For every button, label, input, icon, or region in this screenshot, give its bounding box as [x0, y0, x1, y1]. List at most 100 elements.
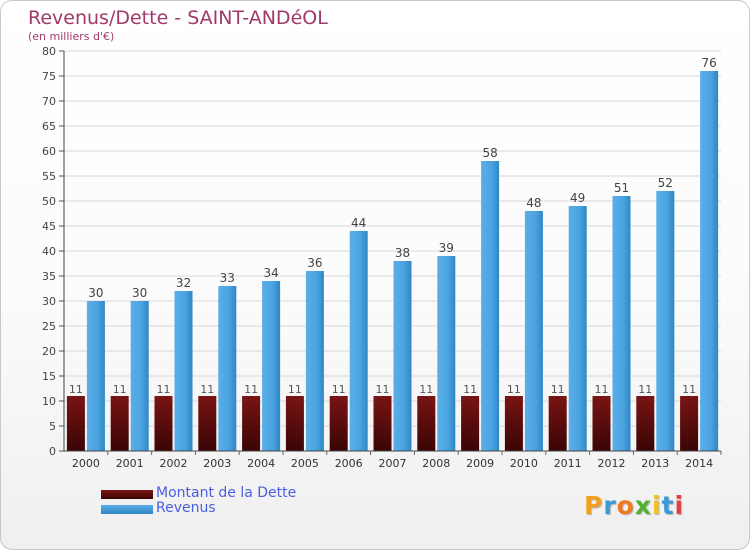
y-tick-label: 45 — [42, 220, 56, 233]
x-tick-label: 2004 — [247, 457, 275, 470]
debt-value-label: 11 — [419, 383, 433, 396]
debt-value-label: 11 — [288, 383, 302, 396]
revenue-value-label: 58 — [482, 146, 497, 160]
debt-bar — [373, 396, 392, 451]
y-tick-label: 75 — [42, 70, 56, 83]
y-tick-label: 50 — [42, 195, 56, 208]
revenue-bar — [568, 206, 587, 451]
x-tick-label: 2000 — [72, 457, 100, 470]
debt-bar — [680, 396, 699, 451]
debt-value-label: 11 — [244, 383, 258, 396]
revenue-bar — [524, 211, 543, 451]
logo-letter: o — [616, 491, 635, 520]
revenue-value-label: 49 — [570, 191, 585, 205]
x-tick-label: 2013 — [641, 457, 669, 470]
revenue-bar — [86, 301, 105, 451]
logo-letter: i — [674, 491, 685, 520]
debt-value-label: 11 — [113, 383, 127, 396]
revenue-bar — [130, 301, 149, 451]
logo-letter: r — [603, 491, 617, 520]
y-tick-label: 60 — [42, 145, 56, 158]
revenue-bar — [437, 256, 456, 451]
debt-bar — [329, 396, 348, 451]
y-tick-label: 10 — [42, 395, 56, 408]
revenue-bar — [612, 196, 631, 451]
revenue-value-label: 44 — [351, 216, 366, 230]
debt-bar — [285, 396, 304, 451]
x-tick-label: 2010 — [510, 457, 538, 470]
revenue-value-label: 38 — [395, 246, 410, 260]
y-tick-label: 0 — [49, 445, 56, 458]
x-tick-label: 2008 — [422, 457, 450, 470]
revenue-bar — [656, 191, 675, 451]
revenue-value-label: 34 — [263, 266, 278, 280]
y-tick-label: 20 — [42, 345, 56, 358]
x-tick-label: 2007 — [379, 457, 407, 470]
debt-value-label: 11 — [595, 383, 609, 396]
legend-swatch-revenue — [101, 505, 153, 514]
revenue-bar — [305, 271, 324, 451]
proxiti-logo: Proxiti — [584, 491, 684, 520]
y-tick-label: 65 — [42, 120, 56, 133]
x-tick-label: 2012 — [598, 457, 626, 470]
revenue-value-label: 30 — [88, 286, 103, 300]
x-tick-label: 2002 — [160, 457, 188, 470]
legend-label-revenue: Revenus — [156, 500, 216, 516]
y-tick-label: 80 — [42, 45, 56, 58]
debt-bar — [592, 396, 611, 451]
revenue-bar — [349, 231, 368, 451]
debt-value-label: 11 — [682, 383, 696, 396]
y-tick-label: 5 — [49, 420, 56, 433]
logo-letter: x — [634, 491, 652, 520]
chart-subtitle: (en milliers d'€) — [28, 30, 115, 43]
debt-bar — [417, 396, 436, 451]
y-tick-label: 25 — [42, 320, 56, 333]
revenue-value-label: 76 — [701, 56, 716, 70]
y-tick-label: 35 — [42, 270, 56, 283]
revenue-bar — [481, 161, 500, 451]
debt-value-label: 11 — [463, 383, 477, 396]
debt-value-label: 11 — [551, 383, 565, 396]
revenue-bar — [262, 281, 281, 451]
chart-title: Revenus/Dette - SAINT-ANDéOL — [28, 7, 328, 29]
legend-swatch-debt — [101, 490, 153, 499]
debt-bar — [504, 396, 523, 451]
revenue-value-label: 32 — [176, 276, 191, 290]
debt-value-label: 11 — [638, 383, 652, 396]
legend-label-debt: Montant de la Dette — [156, 485, 297, 501]
revenue-value-label: 52 — [658, 176, 673, 190]
x-tick-label: 2009 — [466, 457, 494, 470]
debt-bar — [461, 396, 480, 451]
logo-letter: i — [652, 491, 662, 520]
revenue-bar — [174, 291, 193, 451]
x-tick-label: 2003 — [203, 457, 231, 470]
debt-bar — [548, 396, 567, 451]
x-tick-label: 2014 — [685, 457, 713, 470]
revenue-value-label: 36 — [307, 256, 322, 270]
debt-bar — [636, 396, 655, 451]
revenue-value-label: 30 — [132, 286, 147, 300]
debt-bar — [154, 396, 173, 451]
y-tick-label: 40 — [42, 245, 56, 258]
debt-bar — [198, 396, 217, 451]
debt-value-label: 11 — [376, 383, 390, 396]
x-tick-label: 2011 — [554, 457, 582, 470]
debt-value-label: 11 — [332, 383, 346, 396]
x-tick-label: 2001 — [116, 457, 144, 470]
logo-letter: t — [661, 491, 675, 520]
debt-value-label: 11 — [157, 383, 171, 396]
debt-value-label: 11 — [69, 383, 83, 396]
revenue-bar — [393, 261, 412, 451]
revenue-bar — [700, 71, 719, 451]
debt-value-label: 11 — [507, 383, 521, 396]
revenue-bar — [218, 286, 237, 451]
y-tick-label: 30 — [42, 295, 56, 308]
debt-value-label: 11 — [200, 383, 214, 396]
revenue-value-label: 33 — [220, 271, 235, 285]
revenue-value-label: 51 — [614, 181, 629, 195]
revenue-value-label: 48 — [526, 196, 541, 210]
y-tick-label: 55 — [42, 170, 56, 183]
y-tick-label: 15 — [42, 370, 56, 383]
